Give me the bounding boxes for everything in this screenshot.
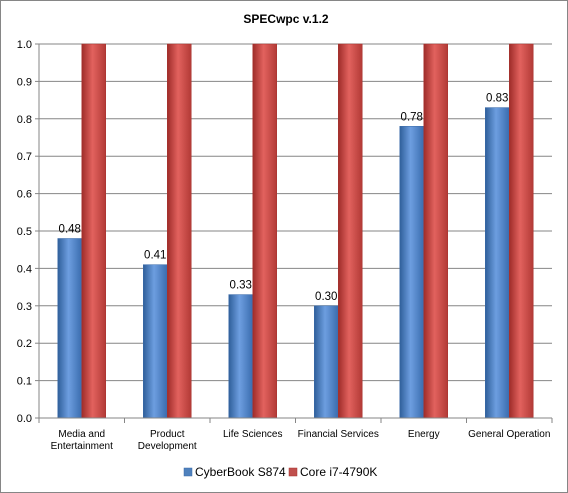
y-tick-label: 1.0 bbox=[17, 39, 32, 51]
x-category-label: Energy bbox=[408, 429, 440, 440]
legend-label-core-i7: Core i7-4790K bbox=[300, 465, 377, 479]
y-tick-label: 0.2 bbox=[17, 338, 32, 350]
legend: CyberBook S874 Core i7-4790K bbox=[183, 465, 377, 479]
x-category-label: Media and bbox=[58, 429, 105, 440]
y-tick-label: 0.5 bbox=[17, 226, 32, 238]
y-tick-label: 0.9 bbox=[17, 76, 32, 88]
gridlines bbox=[39, 43, 552, 382]
legend-label-cyberbook: CyberBook S874 bbox=[195, 465, 286, 479]
data-label: 0.48 bbox=[59, 223, 81, 235]
x-category-label: General Operation bbox=[468, 429, 550, 440]
bars bbox=[57, 43, 534, 419]
y-axis-ticks: 0.0 0.1 0.2 0.3 0.4 0.5 0.6 0.7 0.8 0.9 1.0 bbox=[17, 39, 32, 425]
data-label: 0.33 bbox=[230, 280, 252, 292]
bar-cyberbook bbox=[314, 305, 339, 419]
bar-core-i7 bbox=[338, 43, 363, 419]
y-tick-label: 0.4 bbox=[17, 263, 32, 275]
data-label: 0.78 bbox=[401, 111, 423, 123]
x-category-label: Entertainment bbox=[51, 441, 113, 452]
x-category-label: Life Sciences bbox=[223, 429, 282, 440]
y-tick-label: 0.3 bbox=[17, 301, 32, 313]
bar-core-i7 bbox=[252, 43, 277, 419]
data-labels: 0.48 0.41 0.33 0.30 0.78 0.83 bbox=[59, 93, 509, 303]
y-tick-label: 0.8 bbox=[17, 114, 32, 126]
chart-title: SPECwpc v.1.2 bbox=[243, 12, 328, 26]
bar-core-i7 bbox=[167, 43, 192, 419]
bar-cyberbook bbox=[485, 107, 510, 419]
bar-cyberbook bbox=[57, 238, 82, 419]
axes bbox=[35, 43, 553, 423]
bar-core-i7 bbox=[509, 43, 534, 419]
bar-cyberbook bbox=[228, 294, 253, 419]
x-category-label: Product bbox=[150, 429, 185, 440]
x-category-label: Development bbox=[138, 441, 197, 452]
legend-swatch-core-i7 bbox=[288, 467, 298, 477]
x-category-label: Financial Services bbox=[298, 429, 379, 440]
bar-core-i7 bbox=[81, 43, 106, 419]
bar-cyberbook bbox=[399, 126, 424, 419]
legend-swatch-cyberbook bbox=[183, 467, 193, 477]
data-label: 0.83 bbox=[486, 93, 508, 105]
bar-core-i7 bbox=[423, 43, 448, 419]
bar-cyberbook bbox=[143, 264, 168, 419]
y-tick-label: 0.7 bbox=[17, 151, 32, 163]
y-tick-label: 0.1 bbox=[17, 376, 32, 388]
y-tick-label: 0.0 bbox=[17, 413, 32, 425]
data-label: 0.30 bbox=[315, 291, 337, 303]
y-tick-label: 0.6 bbox=[17, 189, 32, 201]
data-label: 0.41 bbox=[144, 250, 166, 262]
